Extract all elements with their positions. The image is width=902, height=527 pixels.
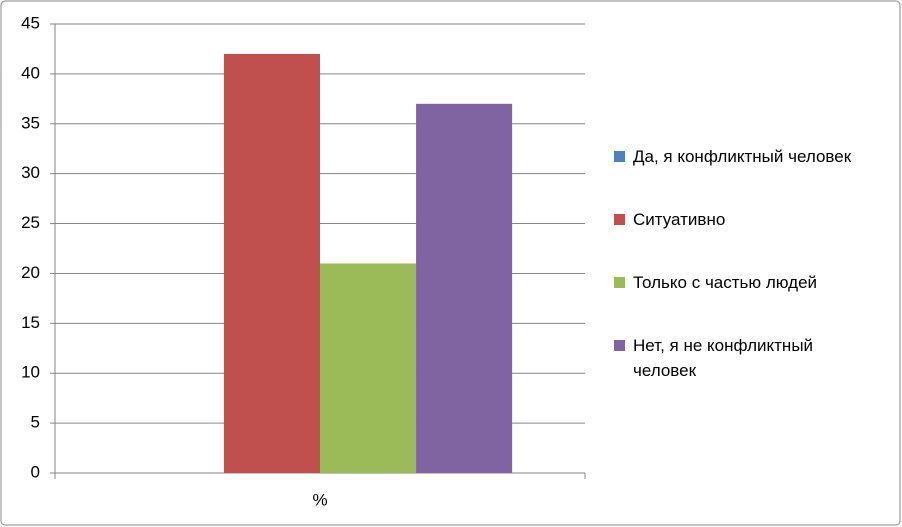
- y-tick-label: 10: [21, 363, 40, 382]
- legend-item: Только с частью людей: [614, 270, 876, 295]
- legend-label: Ситуативно: [633, 210, 726, 229]
- bar: [223, 53, 320, 473]
- y-tick-label: 15: [21, 313, 40, 332]
- legend-label: Нет, я не конфликтный человек: [633, 336, 814, 380]
- y-tick-label: 45: [21, 13, 40, 32]
- legend-swatch: [614, 151, 625, 162]
- y-tick-label: 5: [31, 413, 40, 432]
- legend-swatch: [614, 277, 625, 288]
- y-tick-label: 0: [31, 462, 40, 481]
- legend-item: Ситуативно: [614, 207, 876, 232]
- y-tick-label: 25: [21, 213, 40, 232]
- y-tick-label: 35: [21, 113, 40, 132]
- x-tick-label: %: [312, 490, 327, 509]
- y-tick-label: 20: [21, 263, 40, 282]
- y-tick-label: 30: [21, 163, 40, 182]
- bar: [416, 103, 513, 474]
- legend-label: Да, я конфликтный человек: [633, 147, 852, 166]
- legend-item: Да, я конфликтный человек: [614, 144, 876, 169]
- legend-swatch: [614, 340, 625, 351]
- bar: [320, 263, 417, 473]
- legend-item: Нет, я не конфликтный человек: [614, 333, 876, 383]
- y-tick-label: 40: [21, 63, 40, 82]
- legend-swatch: [614, 214, 625, 225]
- legend-label: Только с частью людей: [633, 273, 818, 292]
